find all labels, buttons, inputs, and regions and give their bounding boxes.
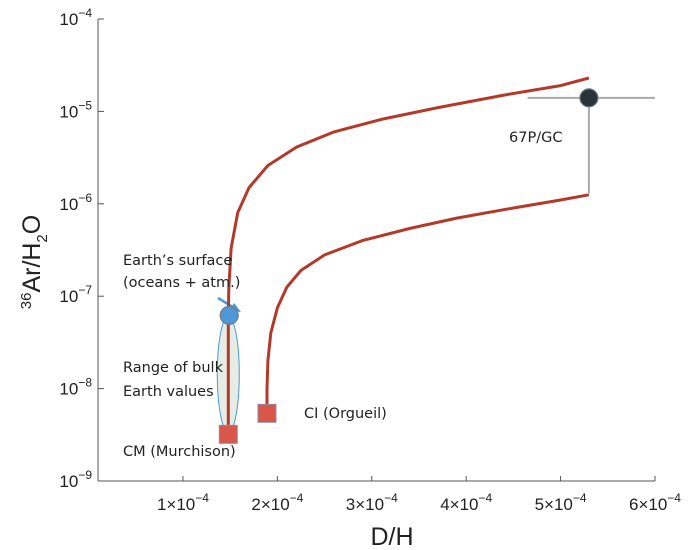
label-cm-murchison: CM (Murchison) (123, 444, 236, 460)
x-tick-label: 2×10−4 (251, 491, 303, 514)
point-67p-gc (579, 88, 599, 108)
y-axis-label-tail: O (18, 215, 46, 234)
x-tick-label: 4×10−4 (440, 491, 492, 514)
y-tick-label: 10−5 (59, 98, 92, 121)
lower-mixing-curve (265, 193, 590, 414)
x-tick-label: 1×10−4 (157, 491, 209, 514)
y-axis-label-sub: 2 (34, 234, 51, 242)
y-tick-label: 10−8 (59, 376, 92, 399)
label-earth-surface-line2: (oceans + atm.) (123, 275, 240, 291)
y-tick-label: 10−9 (59, 468, 92, 491)
x-tick-label: 6×10−4 (629, 491, 681, 514)
label-67p: 67P/GC (509, 130, 562, 146)
label-bulk-earth-line2: Earth values (123, 384, 214, 400)
label-bulk-earth-line1: Range of bulk (123, 360, 224, 376)
point-ci-orgueil (257, 403, 277, 423)
y-axis-label: 36Ar/H2O (18, 215, 51, 309)
y-axis-label-sup: 36 (18, 293, 35, 310)
label-earth-surface-line1: Earth’s surface (123, 253, 232, 269)
upper-mixing-curve (226, 76, 590, 435)
y-tick-label: 10−7 (59, 283, 92, 306)
point-cm-murchison (218, 424, 238, 444)
x-tick-label: 5×10−4 (535, 491, 587, 514)
label-ci-orgueil: CI (Orgueil) (304, 406, 387, 422)
point-earth-s-surface (219, 305, 239, 325)
x-axis-label: D/H (370, 523, 413, 550)
y-tick-label: 10−4 (59, 6, 92, 29)
y-tick-label: 10−6 (59, 191, 92, 214)
x-tick-label: 3×10−4 (346, 491, 398, 514)
y-axis-label-main: Ar/H (18, 243, 46, 293)
